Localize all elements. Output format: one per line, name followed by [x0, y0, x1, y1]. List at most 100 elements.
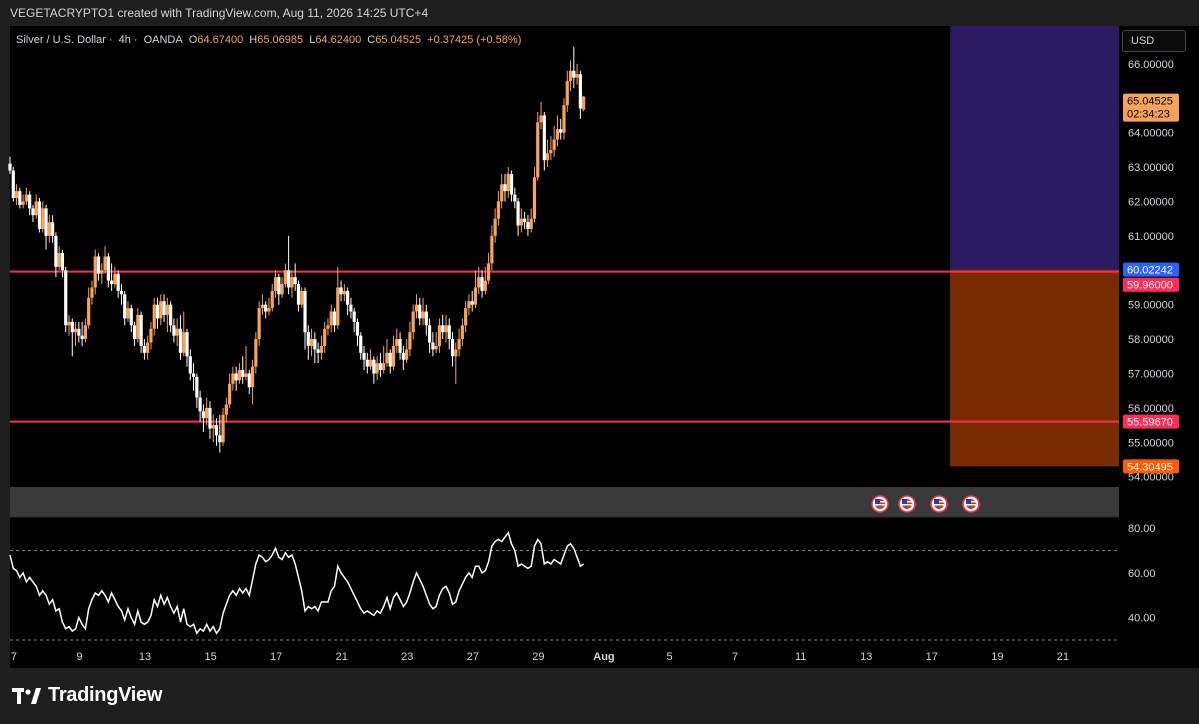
candle: [60, 249, 65, 278]
candle: [100, 263, 104, 285]
candle: [93, 249, 97, 295]
legend-open: 64.67400: [197, 34, 244, 46]
candle: [221, 407, 225, 446]
candle: [309, 328, 314, 357]
time-tick-label: 21: [336, 651, 348, 663]
candle: [368, 349, 373, 371]
horizontal-levels[interactable]: [10, 270, 1119, 423]
legend-symbol[interactable]: Silver / U.S. Dollar: [16, 34, 106, 46]
candle: [536, 112, 540, 181]
candle: [378, 352, 383, 377]
time-tick-label: 17: [270, 651, 282, 663]
candle: [575, 63, 579, 85]
candle: [260, 294, 265, 315]
legend-open-label: O: [188, 34, 198, 46]
candle: [444, 314, 448, 343]
candle: [152, 297, 156, 336]
us-event-flag-icon[interactable]: [962, 495, 980, 513]
candle: [434, 332, 438, 353]
candle: [231, 366, 235, 391]
candle: [303, 287, 307, 350]
price-tick-label: 66.00000: [1128, 59, 1174, 71]
publish-caption: VEGETACRYPTO1 created with TradingView.c…: [10, 6, 429, 20]
candle: [336, 266, 340, 329]
candle: [513, 187, 517, 209]
candle: [57, 246, 61, 271]
us-event-flag-icon[interactable]: [930, 495, 948, 513]
us-event-flag-icon[interactable]: [898, 495, 916, 513]
time-tick-label: 13: [860, 651, 872, 663]
candle: [542, 112, 546, 171]
candle: [388, 349, 392, 374]
candle: [352, 308, 356, 333]
candle: [208, 400, 212, 439]
brand-name: TradingView: [48, 684, 163, 706]
candle: [477, 266, 481, 295]
currency-button[interactable]: USD: [1122, 30, 1186, 52]
candle: [224, 397, 228, 422]
candle: [254, 332, 258, 374]
price-label: 55.59670: [1123, 414, 1179, 429]
candle: [64, 266, 68, 333]
candle: [116, 270, 120, 298]
candle: [441, 314, 445, 340]
candle: [165, 297, 169, 333]
stop-zone[interactable]: [950, 269, 1119, 467]
candle: [447, 318, 451, 350]
candle: [273, 270, 278, 298]
candle: [401, 345, 405, 371]
candle: [159, 294, 163, 326]
candle: [126, 301, 130, 322]
candle: [526, 215, 530, 236]
candle: [493, 208, 497, 243]
us-event-flag-icon[interactable]: [871, 495, 889, 513]
candle: [169, 301, 173, 333]
candle: [342, 284, 346, 302]
svg-text:55.59670: 55.59670: [1127, 417, 1173, 429]
candle: [539, 101, 543, 130]
candle: [300, 287, 304, 309]
candle: [486, 253, 491, 285]
candle: [103, 246, 107, 274]
candle: [44, 204, 48, 250]
price-axis-panel[interactable]: [1119, 26, 1199, 668]
candle: [73, 321, 78, 346]
candle: [31, 204, 35, 223]
candle: [119, 284, 124, 305]
price-tick-label: 62.00000: [1128, 196, 1174, 208]
candle: [470, 290, 474, 312]
candle: [578, 70, 582, 119]
candle: [155, 297, 160, 329]
price-tick-label: 64.00000: [1128, 128, 1174, 140]
time-tick-label: 9: [76, 651, 82, 663]
candle: [41, 201, 45, 233]
time-axis: 7 9 13 15 17 21 23 27 29 Aug 5 7 11 13 17 19 21: [11, 651, 1069, 663]
candle: [77, 321, 81, 343]
candle: [424, 304, 428, 336]
time-tick-label: 5: [666, 651, 672, 663]
legend-interval[interactable]: 4h: [118, 34, 131, 46]
candle: [178, 314, 183, 360]
economic-events[interactable]: [871, 495, 980, 513]
time-tick-label: 7: [11, 651, 17, 663]
price-tick-label: 61.00000: [1128, 231, 1174, 243]
candle: [562, 98, 566, 140]
candle: [162, 294, 166, 322]
candle: [113, 266, 117, 288]
legend-close-label: C: [367, 34, 376, 46]
candle: [83, 318, 87, 343]
tradingview-brand[interactable]: TradingView: [12, 684, 162, 707]
target-zone[interactable]: [950, 26, 1119, 270]
price-label: 54.30495: [1123, 459, 1179, 474]
candle: [391, 335, 396, 371]
candle: [142, 339, 146, 360]
candle: [473, 270, 478, 309]
candle: [267, 297, 271, 315]
candle: [139, 311, 143, 353]
top-bar: VEGETACRYPTO1 created with TradingView.c…: [0, 0, 1199, 26]
candle: [182, 311, 186, 357]
candle: [349, 297, 353, 319]
